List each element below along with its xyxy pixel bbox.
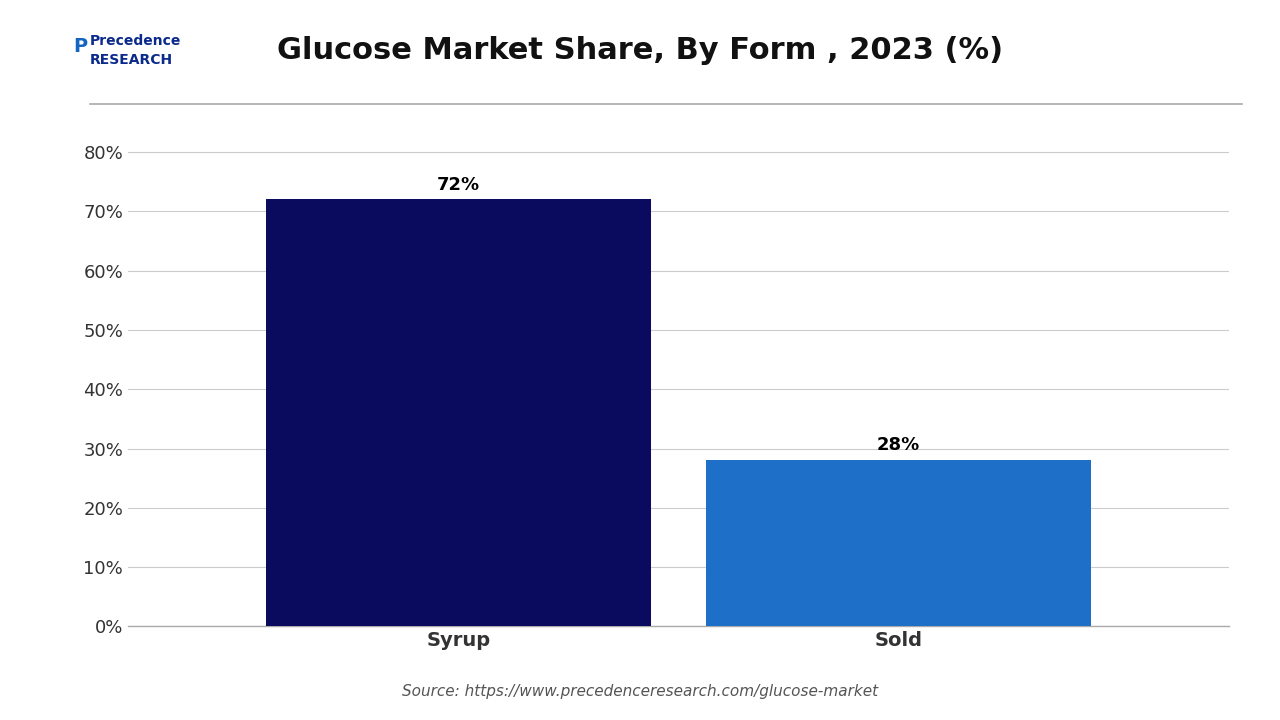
Text: 28%: 28%: [877, 436, 920, 454]
Text: Glucose Market Share, By Form , 2023 (%): Glucose Market Share, By Form , 2023 (%): [276, 36, 1004, 65]
Bar: [707, 460, 1091, 626]
Text: P: P: [73, 37, 88, 56]
Text: Source: https://www.precedenceresearch.com/glucose-market: Source: https://www.precedenceresearch.c…: [402, 684, 878, 698]
Bar: [266, 199, 652, 626]
Text: Precedence
RESEARCH: Precedence RESEARCH: [90, 34, 180, 67]
Text: 72%: 72%: [436, 176, 480, 194]
